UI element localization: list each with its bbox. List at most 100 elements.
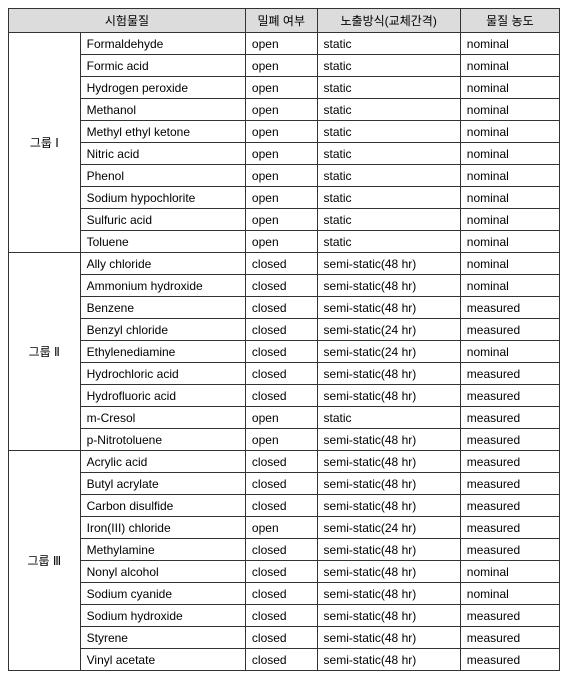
table-row: 그룹 ⅡAlly chlorideclosedsemi-static(48 hr… — [9, 253, 560, 275]
exposure-cell: semi-static(24 hr) — [317, 517, 460, 539]
substance-cell: Sulfuric acid — [80, 209, 245, 231]
concentration-cell: measured — [460, 517, 559, 539]
concentration-cell: measured — [460, 385, 559, 407]
table-row: Nonyl alcoholclosedsemi-static(48 hr)nom… — [9, 561, 560, 583]
concentration-cell: measured — [460, 429, 559, 451]
table-row: Methyl ethyl ketoneopenstaticnominal — [9, 121, 560, 143]
exposure-cell: static — [317, 33, 460, 55]
table-row: p-Nitrotolueneopensemi-static(48 hr)meas… — [9, 429, 560, 451]
substance-cell: Methanol — [80, 99, 245, 121]
table-row: Ethylenediamineclosedsemi-static(24 hr)n… — [9, 341, 560, 363]
concentration-cell: measured — [460, 407, 559, 429]
closure-cell: closed — [245, 473, 317, 495]
concentration-cell: measured — [460, 605, 559, 627]
exposure-cell: semi-static(48 hr) — [317, 649, 460, 671]
closure-cell: closed — [245, 341, 317, 363]
substance-cell: Hydrogen peroxide — [80, 77, 245, 99]
table-row: Phenolopenstaticnominal — [9, 165, 560, 187]
substances-table: 시험물질 밀폐 여부 노출방식(교체간격) 물질 농도 그룹 ⅠFormalde… — [8, 8, 560, 671]
group-cell: 그룹 Ⅱ — [9, 253, 81, 451]
table-row: Benzeneclosedsemi-static(48 hr)measured — [9, 297, 560, 319]
header-substance: 시험물질 — [9, 9, 246, 33]
exposure-cell: static — [317, 121, 460, 143]
exposure-cell: static — [317, 407, 460, 429]
table-row: Methylamineclosedsemi-static(48 hr)measu… — [9, 539, 560, 561]
concentration-cell: nominal — [460, 187, 559, 209]
substance-cell: Carbon disulfide — [80, 495, 245, 517]
concentration-cell: measured — [460, 495, 559, 517]
table-row: Hydrogen peroxideopenstaticnominal — [9, 77, 560, 99]
table-row: Sodium cyanideclosedsemi-static(48 hr)no… — [9, 583, 560, 605]
exposure-cell: semi-static(48 hr) — [317, 627, 460, 649]
substance-cell: Styrene — [80, 627, 245, 649]
concentration-cell: measured — [460, 319, 559, 341]
table-row: Carbon disulfideclosedsemi-static(48 hr)… — [9, 495, 560, 517]
group-cell: 그룹 Ⅲ — [9, 451, 81, 671]
closure-cell: open — [245, 231, 317, 253]
table-row: 그룹 ⅢAcrylic acidclosedsemi-static(48 hr)… — [9, 451, 560, 473]
header-closure: 밀폐 여부 — [245, 9, 317, 33]
table-row: Sulfuric acidopenstaticnominal — [9, 209, 560, 231]
concentration-cell: nominal — [460, 341, 559, 363]
table-row: Hydrofluoric acidclosedsemi-static(48 hr… — [9, 385, 560, 407]
closure-cell: closed — [245, 627, 317, 649]
exposure-cell: semi-static(48 hr) — [317, 253, 460, 275]
substance-cell: Hydrochloric acid — [80, 363, 245, 385]
closure-cell: open — [245, 99, 317, 121]
closure-cell: closed — [245, 539, 317, 561]
exposure-cell: semi-static(48 hr) — [317, 297, 460, 319]
closure-cell: closed — [245, 319, 317, 341]
table-row: Nitric acidopenstaticnominal — [9, 143, 560, 165]
closure-cell: open — [245, 121, 317, 143]
exposure-cell: semi-static(48 hr) — [317, 363, 460, 385]
exposure-cell: static — [317, 209, 460, 231]
substance-cell: Benzyl chloride — [80, 319, 245, 341]
closure-cell: open — [245, 429, 317, 451]
substance-cell: Hydrofluoric acid — [80, 385, 245, 407]
exposure-cell: semi-static(48 hr) — [317, 605, 460, 627]
table-row: Methanolopenstaticnominal — [9, 99, 560, 121]
table-row: Ammonium hydroxideclosedsemi-static(48 h… — [9, 275, 560, 297]
table-row: Styreneclosedsemi-static(48 hr)measured — [9, 627, 560, 649]
substance-cell: Vinyl acetate — [80, 649, 245, 671]
concentration-cell: measured — [460, 649, 559, 671]
concentration-cell: nominal — [460, 583, 559, 605]
substance-cell: Nonyl alcohol — [80, 561, 245, 583]
concentration-cell: nominal — [460, 121, 559, 143]
closure-cell: open — [245, 77, 317, 99]
closure-cell: closed — [245, 363, 317, 385]
substance-cell: Methylamine — [80, 539, 245, 561]
exposure-cell: semi-static(48 hr) — [317, 561, 460, 583]
closure-cell: closed — [245, 605, 317, 627]
substance-cell: Sodium hypochlorite — [80, 187, 245, 209]
substance-cell: m-Cresol — [80, 407, 245, 429]
closure-cell: open — [245, 33, 317, 55]
substance-cell: Sodium cyanide — [80, 583, 245, 605]
exposure-cell: static — [317, 77, 460, 99]
substance-cell: Iron(III) chloride — [80, 517, 245, 539]
exposure-cell: semi-static(48 hr) — [317, 583, 460, 605]
concentration-cell: measured — [460, 473, 559, 495]
concentration-cell: nominal — [460, 165, 559, 187]
substance-cell: Formaldehyde — [80, 33, 245, 55]
concentration-cell: nominal — [460, 55, 559, 77]
concentration-cell: nominal — [460, 275, 559, 297]
substance-cell: p-Nitrotoluene — [80, 429, 245, 451]
closure-cell: closed — [245, 649, 317, 671]
table-header-row: 시험물질 밀폐 여부 노출방식(교체간격) 물질 농도 — [9, 9, 560, 33]
table-body: 그룹 ⅠFormaldehydeopenstaticnominalFormic … — [9, 33, 560, 671]
table-row: Vinyl acetateclosedsemi-static(48 hr)mea… — [9, 649, 560, 671]
closure-cell: closed — [245, 451, 317, 473]
substance-cell: Formic acid — [80, 55, 245, 77]
exposure-cell: static — [317, 55, 460, 77]
table-row: m-Cresolopenstaticmeasured — [9, 407, 560, 429]
substance-cell: Acrylic acid — [80, 451, 245, 473]
table-row: Tolueneopenstaticnominal — [9, 231, 560, 253]
concentration-cell: measured — [460, 539, 559, 561]
substance-cell: Nitric acid — [80, 143, 245, 165]
concentration-cell: nominal — [460, 99, 559, 121]
substance-cell: Sodium hydroxide — [80, 605, 245, 627]
closure-cell: open — [245, 209, 317, 231]
header-concentration: 물질 농도 — [460, 9, 559, 33]
table-row: Iron(III) chlorideopensemi-static(24 hr)… — [9, 517, 560, 539]
